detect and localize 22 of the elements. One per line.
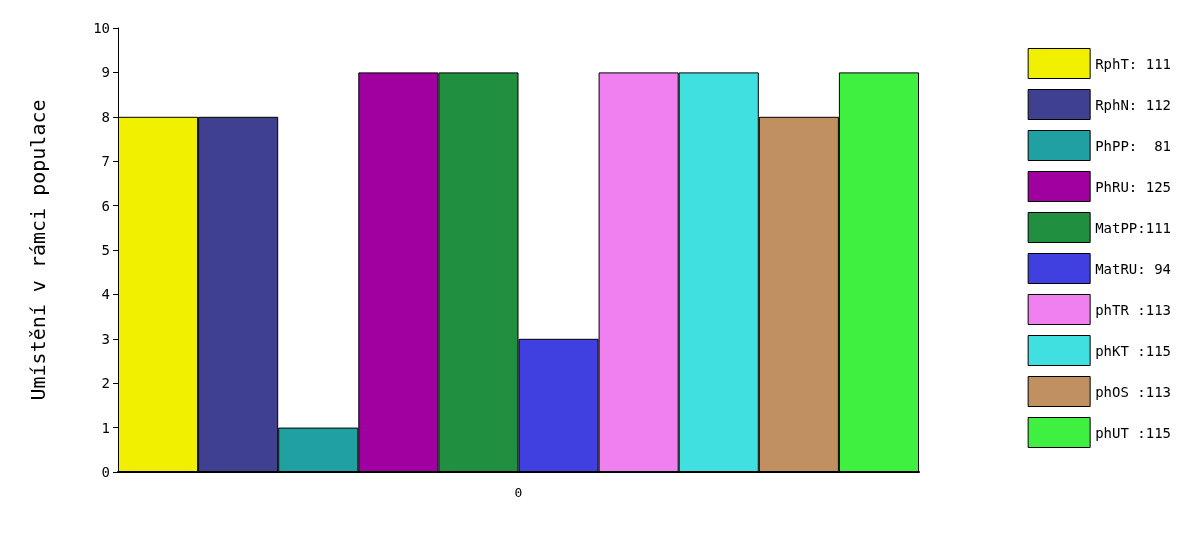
y-tick-label: 1 (101, 419, 110, 436)
legend-label: PhRU: 125 (1095, 178, 1171, 195)
y-tick-label: 3 (101, 330, 110, 347)
y-tick-label: 0 (101, 464, 110, 480)
y-tick-label: 10 (93, 20, 110, 36)
legend-label: phKT :115 (1095, 342, 1171, 359)
legend-label: phOS :113 (1095, 383, 1171, 400)
y-tick-label: 9 (101, 64, 110, 81)
y-tick-label: 8 (101, 108, 110, 125)
legend-label: PhPP: 81 (1095, 137, 1171, 154)
y-tick-label: 4 (101, 286, 110, 303)
y-axis-title: Umístění v rámci populace (26, 99, 50, 401)
y-tick-label: 6 (101, 197, 110, 214)
legend-label: MatPP:111 (1095, 219, 1171, 236)
legend-label: MatRU: 94 (1095, 260, 1171, 277)
legend-label: phUT :115 (1095, 424, 1171, 441)
y-tick-label: 2 (101, 375, 110, 392)
legend-label: phTR :113 (1095, 301, 1171, 318)
legend-label: RphT: 111 (1095, 55, 1171, 72)
y-tick-label: 7 (101, 153, 110, 170)
legend-label: RphN: 112 (1095, 96, 1171, 113)
y-tick-label: 5 (101, 242, 110, 258)
